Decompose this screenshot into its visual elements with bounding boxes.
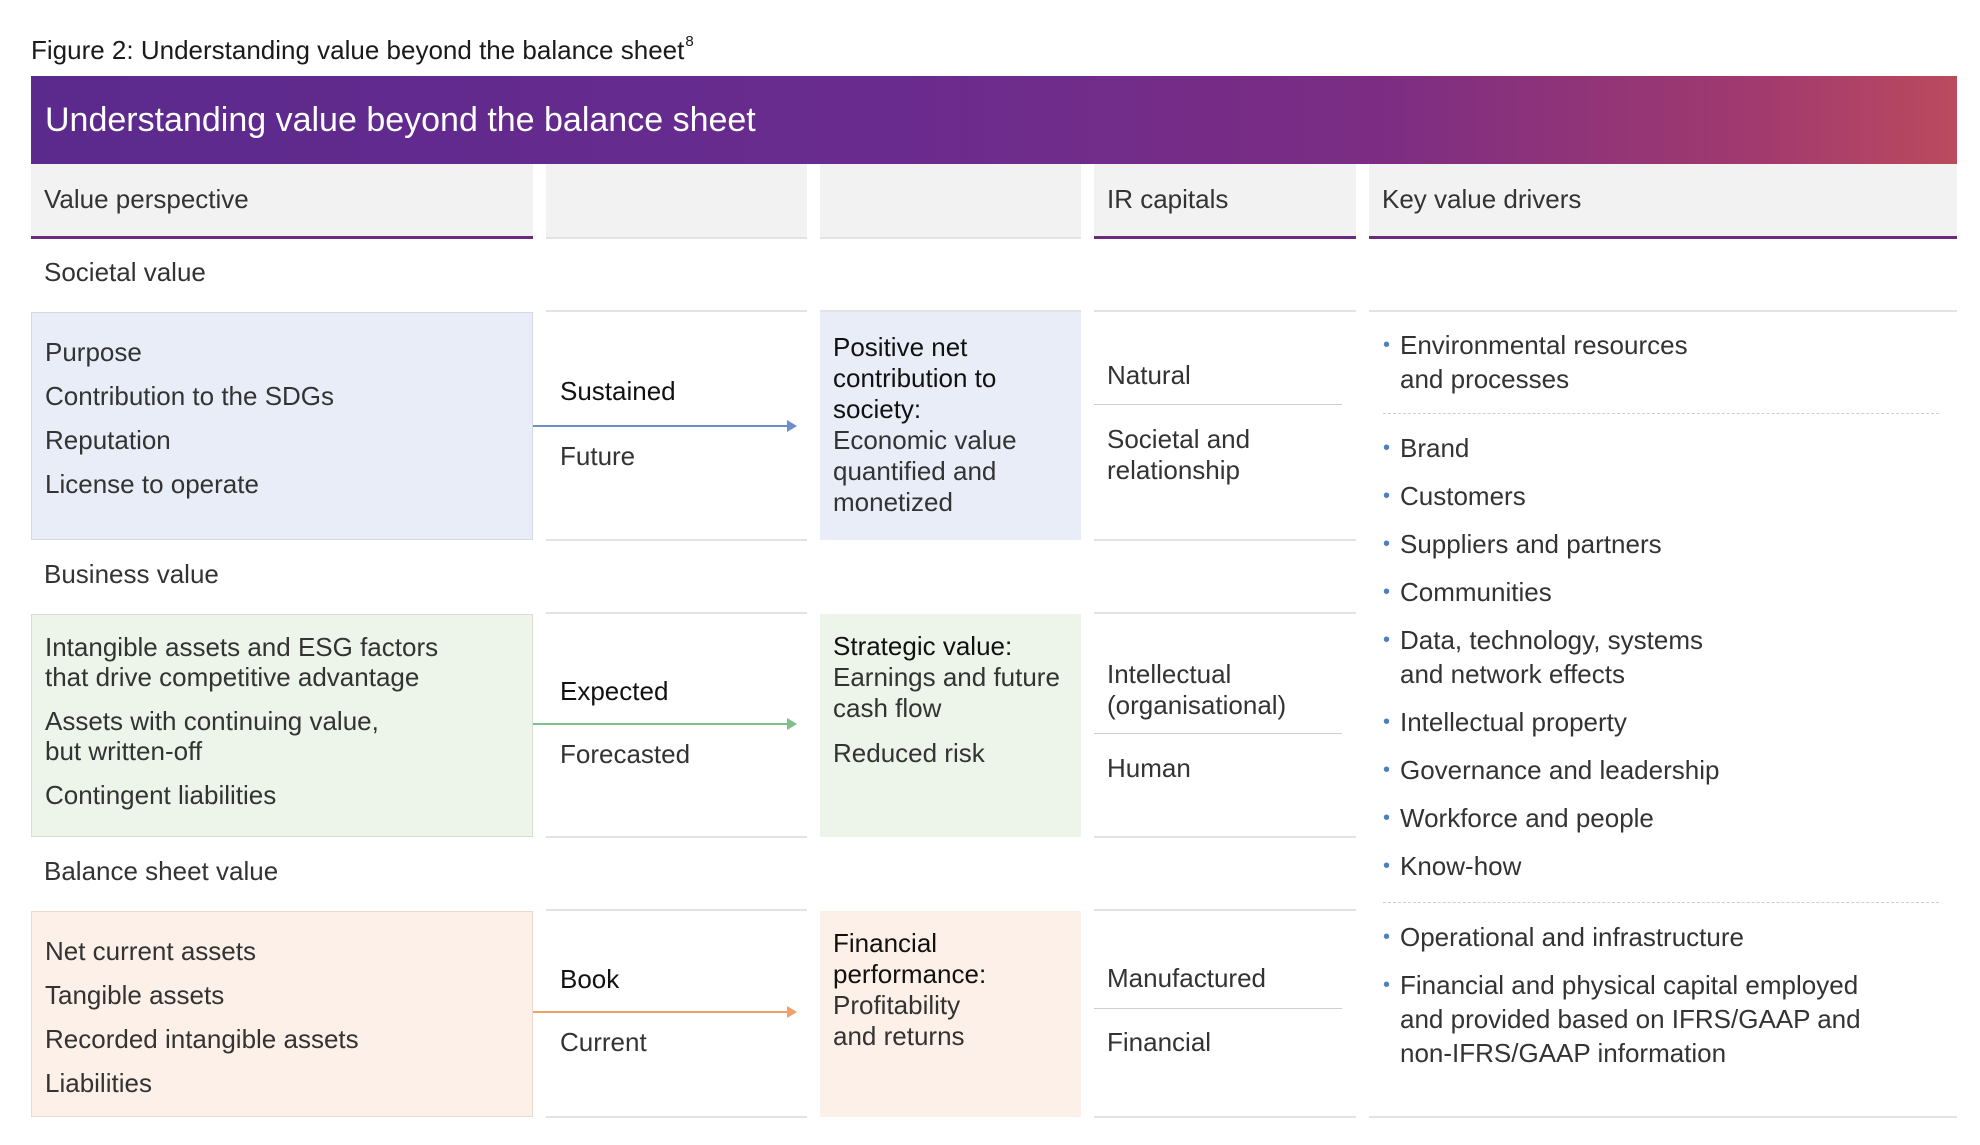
capital-natural: Natural	[1107, 360, 1191, 390]
gap	[1081, 164, 1094, 241]
perspective-item: License to operate	[45, 469, 259, 499]
perspective-item: Assets with continuing value, but writte…	[45, 706, 379, 766]
driver-item: Customers	[1383, 479, 1943, 513]
driver-item: Brand	[1383, 431, 1943, 465]
perspective-item: Liabilities	[45, 1068, 152, 1098]
outcome-box-balance: Financial performance: Profitability and…	[820, 911, 1081, 1117]
section-label-societal: Societal value	[44, 257, 206, 287]
perspective-box-business: Intangible assets and ESG factors that d…	[31, 614, 533, 837]
capital-intellectual: Intellectual (organisational)	[1107, 659, 1287, 720]
driver-item: Environmental resources and processes	[1383, 328, 1730, 396]
driver-item: Intellectual property	[1383, 705, 1943, 739]
driver-item: Operational and infrastructure	[1383, 920, 1943, 954]
perspective-item: Purpose	[45, 337, 142, 367]
section-label-business: Business value	[44, 559, 219, 589]
row-divider	[1369, 1116, 1957, 1118]
banner-title: Understanding value beyond the balance s…	[31, 76, 1957, 164]
driver-item: Workforce and people	[1383, 801, 1943, 835]
row-divider	[820, 310, 1081, 312]
capital-manufactured: Manufactured	[1107, 963, 1266, 993]
outcome-text: Earnings and future cash flow	[833, 662, 1060, 723]
driver-item: Data, technology, systems and network ef…	[1383, 623, 1730, 691]
row-divider	[1094, 612, 1356, 614]
row-divider	[546, 909, 807, 911]
outcome-text: Economic value quantified and monetized	[833, 425, 1017, 517]
drivers-divider	[1383, 413, 1939, 414]
drivers-group-financial: Operational and infrastructure Financial…	[1383, 920, 1943, 1070]
caption-footnote: 8	[685, 33, 694, 50]
row-divider	[1094, 836, 1356, 838]
perspective-item: Intangible assets and ESG factors that d…	[45, 632, 439, 692]
row-divider	[546, 612, 807, 614]
gap	[533, 164, 546, 241]
driver-item: Governance and leadership	[1383, 753, 1943, 787]
horizon-label-book: Book	[560, 964, 620, 994]
row-divider	[1094, 310, 1356, 312]
outcome-box-societal: Positive net contribution to society: Ec…	[820, 312, 1081, 540]
row-divider	[1094, 539, 1356, 541]
figure-caption: Figure 2: Understanding value beyond the…	[31, 33, 694, 65]
row-divider	[546, 310, 807, 312]
row-divider	[1094, 1116, 1356, 1118]
horizon-label-sustained: Sustained	[560, 376, 676, 406]
section-label-balance: Balance sheet value	[44, 856, 279, 886]
row-divider	[546, 836, 807, 838]
outcome-text: Profitability and returns	[833, 990, 965, 1051]
capital-financial: Financial	[1107, 1027, 1212, 1057]
horizon-sub-future: Future	[560, 441, 636, 471]
capital-divider	[1094, 733, 1342, 734]
arrow-business	[533, 718, 797, 730]
capital-divider	[1094, 404, 1342, 405]
perspective-item: Contingent liabilities	[45, 780, 277, 810]
perspective-box-societal: Purpose Contribution to the SDGs Reputat…	[31, 312, 533, 540]
perspective-item: Reputation	[45, 425, 171, 455]
outcome-box-business: Strategic value: Earnings and future cas…	[820, 614, 1081, 837]
gap	[1356, 164, 1369, 241]
capital-societal: Societal and relationship	[1107, 424, 1251, 485]
header-ir-capitals: IR capitals	[1094, 164, 1356, 239]
horizon-sub-forecasted: Forecasted	[560, 739, 691, 769]
perspective-item: Tangible assets	[45, 980, 225, 1010]
arrow-balance	[533, 1006, 797, 1018]
perspective-item: Net current assets	[45, 936, 256, 966]
drivers-group-intangibles: Brand Customers Suppliers and partners C…	[1383, 431, 1943, 883]
driver-item: Communities	[1383, 575, 1943, 609]
row-divider	[1094, 909, 1356, 911]
row-divider	[546, 539, 807, 541]
drivers-group-environment: Environmental resources and processes	[1383, 328, 1943, 396]
driver-item: Know-how	[1383, 849, 1943, 883]
driver-item: Financial and physical capital employed …	[1383, 968, 1880, 1070]
row-divider	[1369, 310, 1957, 312]
header-value-perspective: Value perspective	[31, 164, 533, 239]
capital-divider	[1094, 1008, 1342, 1009]
row-divider	[546, 1116, 807, 1118]
outcome-text: Reduced risk	[833, 738, 985, 768]
outcome-title: Financial performance:	[833, 928, 987, 989]
capital-human: Human	[1107, 753, 1191, 783]
horizon-sub-current: Current	[560, 1027, 647, 1057]
driver-item: Suppliers and partners	[1383, 527, 1943, 561]
outcome-title: Positive net contribution to society:	[833, 332, 997, 424]
perspective-item: Recorded intangible assets	[45, 1024, 359, 1054]
perspective-box-balance: Net current assets Tangible assets Recor…	[31, 911, 533, 1117]
horizon-label-expected: Expected	[560, 676, 669, 706]
outcome-title: Strategic value:	[833, 631, 1013, 661]
arrow-societal	[533, 420, 797, 432]
gap	[807, 164, 820, 241]
perspective-item: Contribution to the SDGs	[45, 381, 335, 411]
drivers-divider	[1383, 902, 1939, 903]
header-key-value-drivers: Key value drivers	[1369, 164, 1957, 239]
